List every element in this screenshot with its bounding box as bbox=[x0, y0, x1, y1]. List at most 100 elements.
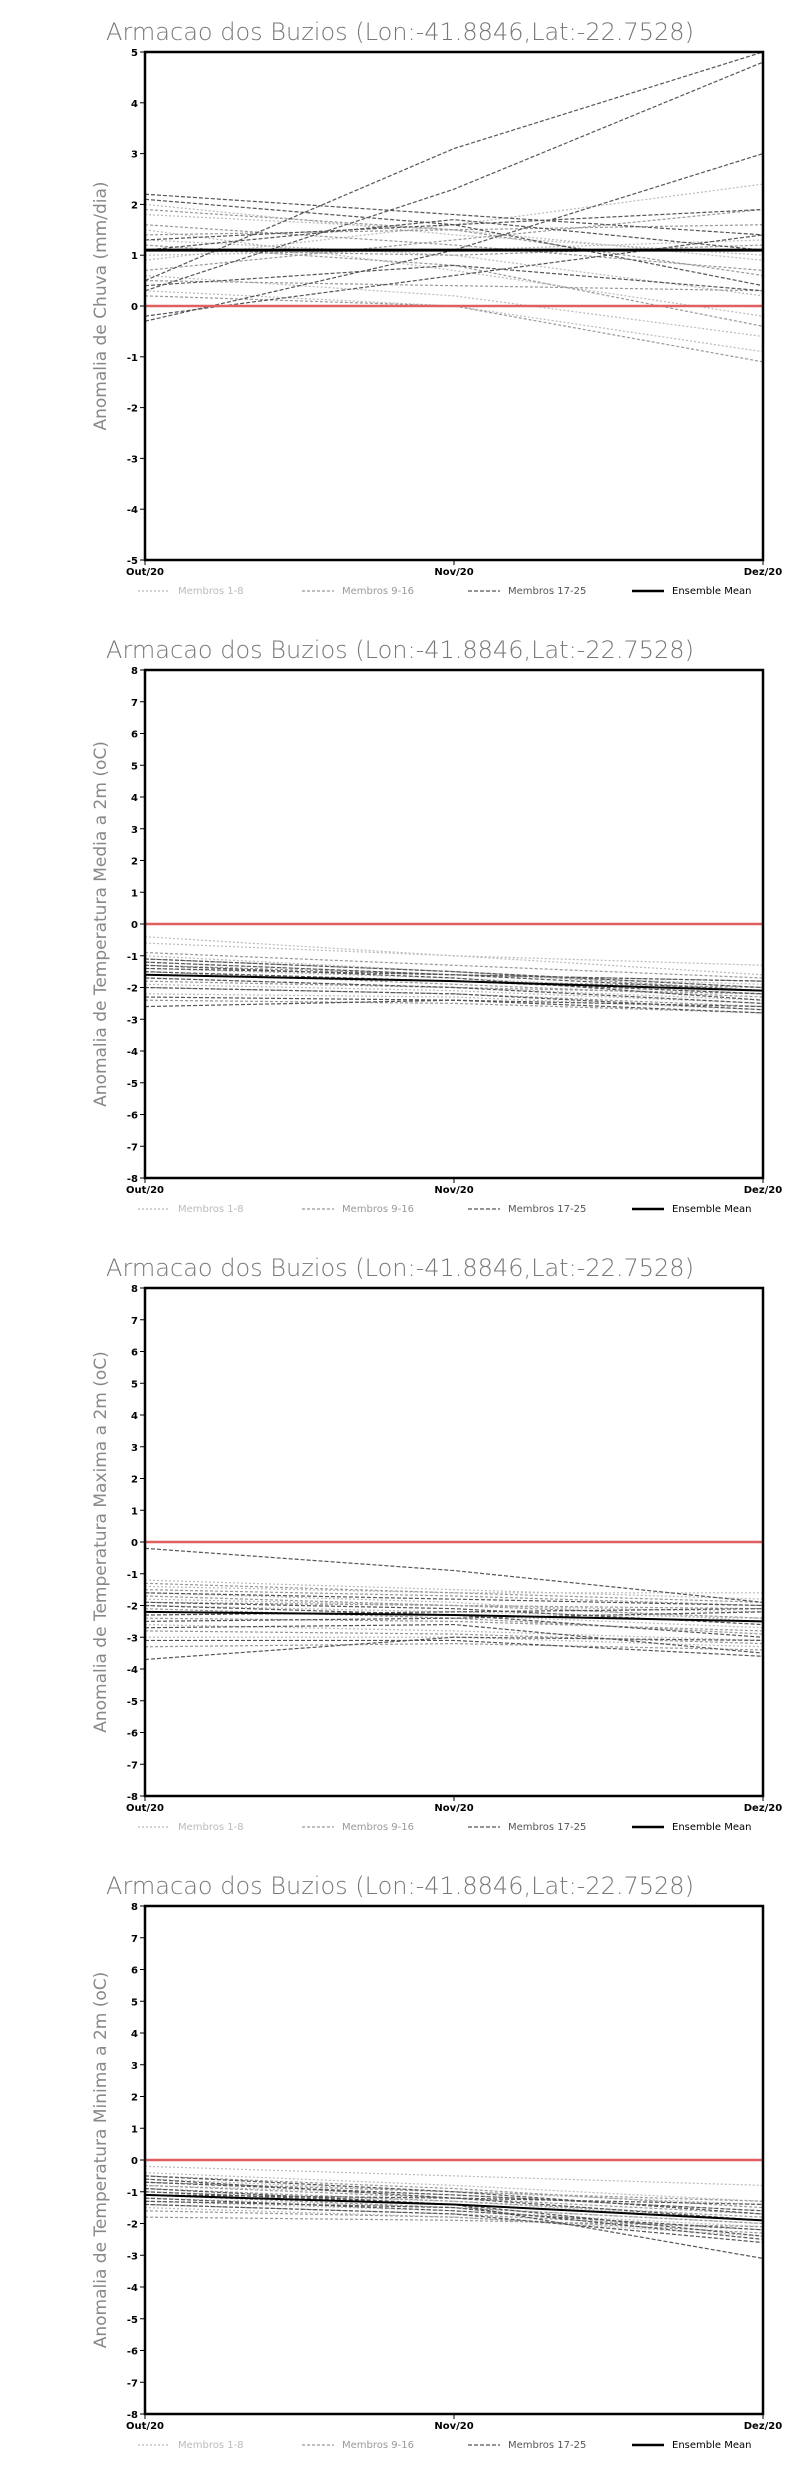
y-tick-label: 1 bbox=[131, 2124, 138, 2135]
member-line bbox=[144, 2187, 764, 2218]
member-line bbox=[144, 1579, 764, 1600]
y-tick-label: -8 bbox=[127, 1792, 138, 1803]
member-line bbox=[144, 153, 764, 322]
legend-label: Membros 9-16 bbox=[342, 2440, 414, 2451]
member-line bbox=[144, 1592, 764, 1607]
legend: Membros 1-8 Membros 9-16 Membros 17-25 Ense… bbox=[138, 586, 751, 597]
y-tick-label: -2 bbox=[127, 2220, 138, 2231]
member-line bbox=[144, 986, 764, 1011]
y-tick-label: 5 bbox=[131, 1997, 138, 2008]
member-line bbox=[144, 2175, 764, 2215]
chart-2: Armacao dos Buzios (Lon:-41.8846,Lat:-22… bbox=[91, 636, 783, 1215]
y-tick-label: -2 bbox=[127, 984, 138, 995]
y-tick-label: 8 bbox=[131, 666, 138, 677]
ensemble-mean-line bbox=[144, 2193, 764, 2222]
y-axis-label: Anomalia de Temperatura Media a 2m (oC) bbox=[91, 741, 111, 1107]
series-group-2 bbox=[144, 208, 764, 363]
member-line bbox=[144, 1547, 764, 1603]
y-tick-label: 1 bbox=[131, 251, 138, 262]
legend-label: Membros 1-8 bbox=[178, 1822, 244, 1833]
y-tick-label: -4 bbox=[127, 2283, 138, 2294]
y-tick-label: 6 bbox=[131, 1348, 138, 1359]
y-tick-label: -7 bbox=[127, 2378, 138, 2389]
member-line bbox=[144, 958, 764, 989]
y-tick-label: -5 bbox=[127, 556, 138, 567]
y-tick-label: 4 bbox=[131, 793, 138, 804]
legend-label: Ensemble Mean bbox=[672, 2440, 751, 2451]
y-tick-label: 8 bbox=[131, 1902, 138, 1913]
y-tick-label: 4 bbox=[131, 1411, 138, 1422]
legend: Membros 1-8 Membros 9-16 Membros 17-25 Ense… bbox=[138, 1822, 751, 1833]
series-group-3 bbox=[144, 1547, 764, 1661]
member-line bbox=[144, 951, 764, 979]
series-group-2 bbox=[144, 1582, 764, 1651]
member-line bbox=[144, 2197, 764, 2231]
member-line bbox=[144, 280, 764, 292]
member-line bbox=[144, 264, 764, 292]
member-line bbox=[144, 2203, 764, 2244]
y-tick-label: 0 bbox=[131, 1538, 138, 1549]
x-tick-label: Nov/20 bbox=[434, 1803, 473, 1814]
member-line bbox=[144, 2216, 764, 2228]
y-tick-label: -7 bbox=[127, 1142, 138, 1153]
plot-frame bbox=[143, 668, 765, 1180]
member-line bbox=[144, 2210, 764, 2234]
member-line bbox=[144, 2194, 764, 2225]
member-line bbox=[144, 224, 764, 272]
member-line bbox=[144, 1608, 764, 1616]
member-line bbox=[144, 193, 764, 236]
chart-1: Armacao dos Buzios (Lon:-41.8846,Lat:-22… bbox=[91, 18, 782, 597]
y-tick-label: 7 bbox=[131, 1934, 138, 1945]
y-tick-label: 3 bbox=[131, 825, 138, 836]
member-line bbox=[144, 290, 764, 353]
member-line bbox=[144, 2200, 764, 2240]
series-group-2 bbox=[144, 951, 764, 1014]
member-line bbox=[144, 61, 764, 292]
chart-title: Armacao dos Buzios (Lon:-41.8846,Lat:-22… bbox=[106, 1254, 694, 1282]
y-tick-label: -6 bbox=[127, 1729, 138, 1740]
series-group-3 bbox=[144, 2175, 764, 2260]
member-line bbox=[144, 1623, 764, 1642]
legend-label: Membros 1-8 bbox=[178, 1204, 244, 1215]
y-tick-label: -3 bbox=[127, 1015, 138, 1026]
legend-label: Membros 17-25 bbox=[508, 2440, 586, 2451]
member-line bbox=[144, 958, 764, 992]
member-line bbox=[144, 999, 764, 1014]
member-line bbox=[144, 1623, 764, 1654]
legend: Membros 1-8 Membros 9-16 Membros 17-25 Ense… bbox=[138, 2440, 751, 2451]
series-group-1 bbox=[144, 2165, 764, 2237]
y-tick-label: 4 bbox=[131, 2029, 138, 2040]
y-tick-label: 3 bbox=[131, 150, 138, 161]
member-line bbox=[144, 2175, 764, 2209]
y-tick-label: 2 bbox=[131, 857, 138, 868]
plot-frame bbox=[143, 1286, 765, 1798]
member-line bbox=[144, 198, 764, 287]
member-line bbox=[144, 977, 764, 1004]
y-tick-label: 4 bbox=[131, 99, 138, 110]
member-line bbox=[144, 208, 764, 241]
x-tick-label: Nov/20 bbox=[434, 567, 473, 578]
member-line bbox=[144, 2207, 764, 2237]
y-tick-label: 7 bbox=[131, 698, 138, 709]
y-tick-label: 7 bbox=[131, 1316, 138, 1327]
member-line bbox=[144, 244, 764, 327]
legend-label: Membros 17-25 bbox=[508, 1204, 586, 1215]
y-tick-label: -4 bbox=[127, 1665, 138, 1676]
chart-title: Armacao dos Buzios (Lon:-41.8846,Lat:-22… bbox=[106, 636, 694, 664]
y-tick-label: 5 bbox=[131, 48, 138, 59]
member-line bbox=[144, 1589, 764, 1607]
y-tick-label: 2 bbox=[131, 2093, 138, 2104]
y-tick-label: 3 bbox=[131, 1443, 138, 1454]
y-tick-label: 2 bbox=[131, 200, 138, 211]
member-line bbox=[144, 1617, 764, 1632]
y-tick-label: -7 bbox=[127, 1760, 138, 1771]
x-tick-label: Dez/20 bbox=[744, 1185, 783, 1196]
member-line bbox=[144, 1642, 764, 1651]
member-line bbox=[144, 964, 764, 982]
plot-frame bbox=[143, 1904, 765, 2416]
member-line bbox=[144, 1601, 764, 1610]
chart-3: Armacao dos Buzios (Lon:-41.8846,Lat:-22… bbox=[91, 1254, 782, 1833]
member-line bbox=[144, 1582, 764, 1603]
member-line bbox=[144, 974, 764, 989]
member-line bbox=[144, 967, 764, 982]
